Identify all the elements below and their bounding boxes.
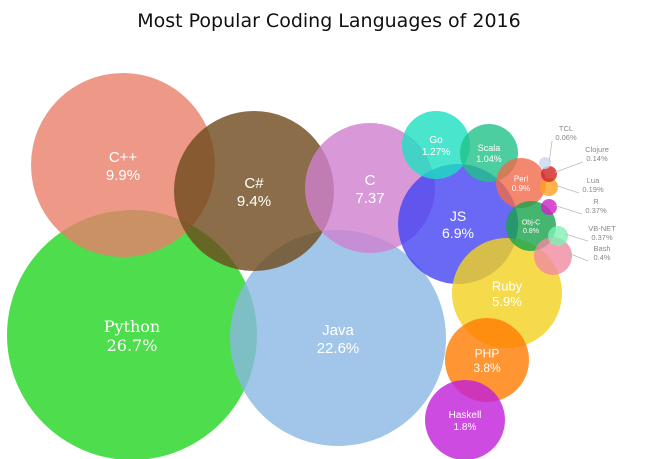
label-value-ruby: 5.9% (492, 294, 522, 309)
bubble-lua[interactable] (540, 178, 558, 196)
label-value-lua: 0.19% (582, 185, 604, 194)
label-name-clojure: Clojure (585, 145, 609, 154)
label-value-perl: 0.9% (512, 184, 530, 193)
bubble-vb-net[interactable] (548, 226, 568, 246)
bubble-c[interactable] (31, 73, 215, 257)
label-value-r: 0.37% (585, 206, 607, 215)
label-value-js: 6.9% (442, 225, 474, 241)
bubble-haskell[interactable] (425, 380, 505, 459)
label-name-scala: Scala (478, 143, 501, 153)
leader-line-lua (555, 184, 580, 194)
label-name-php: PHP (475, 347, 500, 361)
leader-line-bash (566, 251, 589, 262)
label-name-perl: Perl (514, 174, 528, 183)
label-name-python: Python (104, 317, 160, 336)
label-value-python: 26.7% (107, 336, 158, 355)
leader-line-clojure (554, 161, 584, 173)
bubble-java[interactable] (230, 230, 446, 446)
bubble-r[interactable] (541, 199, 557, 215)
leader-line-vb-net (564, 233, 589, 242)
bubble-bash[interactable] (534, 237, 572, 275)
bubble-tcl[interactable] (539, 157, 551, 169)
label-name-go: Go (429, 135, 443, 146)
label-value-go: 1.27% (422, 147, 450, 158)
label-value-obj-c: 0.8% (523, 228, 539, 235)
bubble-python[interactable] (7, 210, 257, 459)
label-name-c: C (365, 172, 376, 189)
label-value-c: 7.37 (355, 190, 384, 207)
leader-line-r (554, 205, 583, 215)
label-value-scala: 1.04% (476, 154, 502, 164)
label-value-c: 9.9% (106, 167, 140, 184)
label-name-r: R (593, 197, 599, 206)
label-name-haskell: Haskell (449, 410, 482, 421)
label-name-lua: Lua (587, 176, 600, 185)
label-value-bash: 0.4% (593, 253, 610, 262)
label-name-obj-c: Obj-C (522, 220, 540, 227)
label-name-tcl: TCL (559, 124, 573, 133)
label-name-c: C# (244, 175, 264, 192)
label-name-bash: Bash (593, 244, 610, 253)
label-name-java: Java (322, 322, 354, 339)
bubble-perl[interactable] (496, 158, 546, 208)
label-value-clojure: 0.14% (586, 154, 608, 163)
bubble-clojure[interactable] (541, 166, 557, 182)
label-value-haskell: 1.8% (454, 422, 477, 433)
label-value-java: 22.6% (317, 340, 360, 357)
label-name-js: JS (450, 208, 466, 224)
bubble-go[interactable] (402, 111, 470, 179)
label-value-vb-net: 0.37% (591, 233, 613, 242)
label-value-php: 3.8% (473, 361, 501, 375)
label-value-c: 9.4% (237, 193, 271, 210)
label-name-c: C++ (109, 149, 138, 166)
bubble-c[interactable] (174, 111, 334, 271)
label-name-vb-net: VB-NET (588, 224, 616, 233)
label-name-ruby: Ruby (492, 278, 523, 293)
label-value-tcl: 0.06% (555, 133, 577, 142)
chart-title: Most Popular Coding Languages of 2016 (137, 10, 521, 32)
leader-line-tcl (548, 140, 553, 162)
bubble-obj-c[interactable] (506, 201, 556, 251)
